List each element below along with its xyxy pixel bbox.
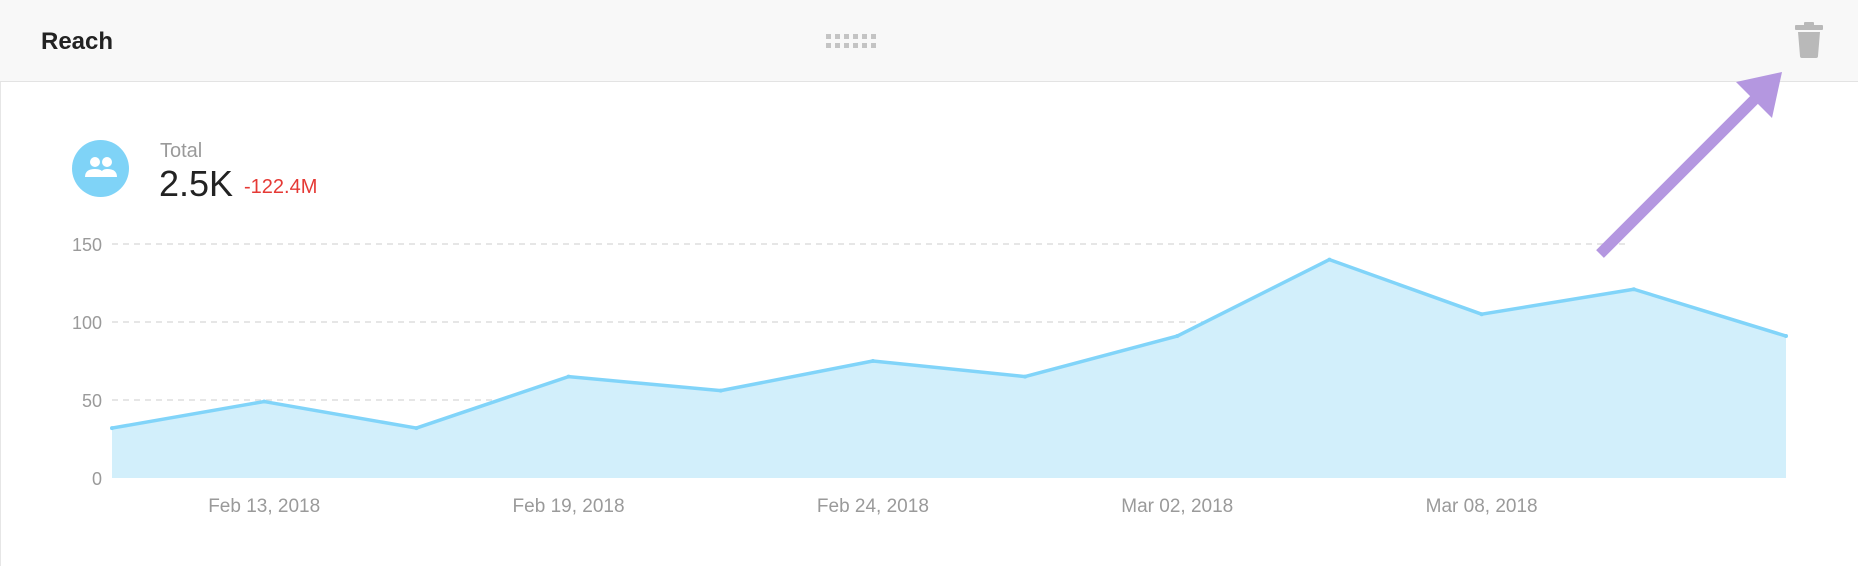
- users-icon: [85, 157, 117, 177]
- data-point[interactable]: [1023, 374, 1028, 379]
- data-point[interactable]: [870, 359, 875, 363]
- total-change: -122.4M: [244, 176, 318, 198]
- y-tick-label: 150: [72, 235, 102, 255]
- data-point[interactable]: [1175, 334, 1180, 339]
- widget-border: [0, 82, 1, 566]
- y-tick-label: 50: [82, 391, 102, 411]
- data-point[interactable]: [110, 426, 114, 431]
- series-line: [111, 257, 1787, 430]
- data-point[interactable]: [1479, 312, 1484, 317]
- series-area: [112, 259, 1786, 478]
- data-point[interactable]: [718, 388, 723, 393]
- data-point[interactable]: [566, 374, 571, 379]
- data-point[interactable]: [1631, 287, 1636, 292]
- data-point[interactable]: [1327, 257, 1332, 262]
- trash-icon[interactable]: [1795, 22, 1823, 58]
- x-tick-label: Feb 19, 2018: [513, 496, 625, 517]
- y-tick-label: 100: [72, 313, 102, 333]
- data-point[interactable]: [414, 426, 419, 431]
- total-label: Total: [160, 140, 203, 162]
- drag-handle-icon[interactable]: [826, 32, 876, 50]
- widget-title: Reach: [41, 28, 114, 55]
- x-tick-label: Mar 08, 2018: [1426, 496, 1538, 517]
- x-tick-label: Mar 02, 2018: [1121, 496, 1233, 517]
- total-value: 2.5K: [159, 163, 234, 204]
- x-tick-label: Feb 24, 2018: [817, 496, 929, 517]
- widget-header: Reach: [0, 0, 1858, 82]
- y-tick-label: 0: [92, 469, 102, 489]
- x-tick-label: Feb 13, 2018: [208, 496, 320, 517]
- data-point[interactable]: [1784, 334, 1788, 339]
- data-point[interactable]: [262, 399, 267, 404]
- users-icon-badge: [72, 140, 129, 197]
